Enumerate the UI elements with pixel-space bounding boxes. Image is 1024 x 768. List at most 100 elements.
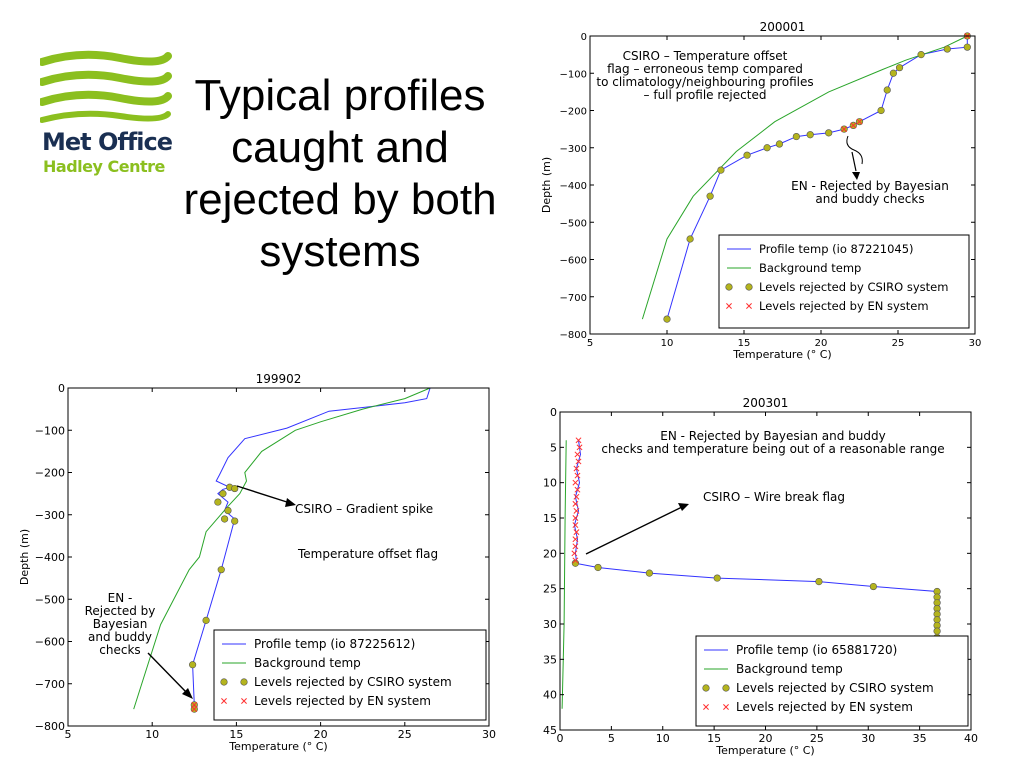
x-tick-label: 15 (229, 728, 243, 741)
y-tick-label: 35 (543, 653, 557, 666)
y-tick-label: 30 (543, 618, 557, 631)
y-tick-label: −400 (560, 181, 587, 192)
csiro-point (943, 45, 951, 53)
csiro-point (645, 569, 653, 577)
y-tick-label: −300 (35, 509, 65, 522)
en-point (572, 479, 579, 486)
legend-entry: Background temp (254, 656, 361, 670)
arrow-head (182, 688, 193, 699)
y-tick-label: 5 (550, 441, 557, 454)
legend-marker-swatch (745, 283, 753, 291)
en-point (575, 458, 582, 465)
slide-title: Typical profiles caught and rejected by … (183, 71, 497, 276)
legend-entry: Profile temp (io 87221045) (759, 242, 914, 256)
x-axis-label: Temperature (° C) (228, 740, 327, 753)
csiro-point (594, 563, 602, 572)
x-tick-label: 10 (661, 338, 674, 349)
x-tick-label: 25 (892, 338, 905, 349)
legend-box (213, 629, 487, 721)
csiro-point (806, 131, 814, 139)
y-tick-label: −500 (35, 593, 65, 606)
y-axis-label: Depth (m) (540, 157, 553, 213)
legend-marker-swatch (220, 678, 228, 686)
x-tick-label: 30 (861, 732, 875, 745)
chart-200001: 200001 5 10 15 20 25 30 0 −100 −200 −300 −400 −500 −6… (540, 20, 981, 361)
csiro-point (189, 661, 197, 669)
y-tick-label: −600 (560, 256, 587, 267)
legend-entry: Profile temp (io 87225612) (254, 637, 415, 651)
csiro-point (895, 64, 904, 72)
annotation: EN - Rejected by Bayesian and buddy check… (791, 179, 949, 206)
en-point (191, 706, 198, 713)
x-tick-label: 30 (482, 728, 496, 741)
legend-entry: Levels rejected by CSIRO system (254, 675, 452, 689)
csiro-point (933, 627, 941, 635)
csiro-point (825, 129, 833, 137)
y-tick-label: −800 (560, 330, 587, 341)
en-point (574, 486, 581, 493)
y-tick-label: 15 (543, 512, 557, 525)
annotation: CSIRO – Gradient spike (295, 502, 433, 516)
legend-x-swatch (241, 698, 247, 704)
x-tick-label: 15 (738, 338, 751, 349)
logo-line2: Hadley Centre (43, 157, 165, 176)
met-office-wave-logo (40, 50, 172, 123)
legend-entry: Levels rejected by EN system (736, 700, 913, 714)
en-point (841, 126, 848, 133)
y-tick-label: −200 (560, 107, 587, 118)
y-tick-label: −700 (560, 293, 587, 304)
legend-marker-swatch (240, 678, 248, 686)
y-tick-label: −400 (35, 551, 65, 564)
y-axis-label: Depth (m) (18, 529, 31, 585)
legend-entry: Background temp (736, 662, 843, 676)
x-tick-label: 0 (557, 732, 564, 745)
x-tick-label: 25 (810, 732, 824, 745)
en-point (572, 557, 579, 564)
csiro-point (775, 140, 784, 148)
en-point (850, 122, 857, 129)
en-point (191, 701, 198, 708)
csiro-point (815, 578, 823, 586)
x-axis-label: Temperature (° C) (715, 744, 814, 757)
csiro-point (663, 315, 671, 323)
en-point (573, 493, 580, 500)
x-tick-label: 20 (314, 728, 328, 741)
annotation: EN - Rejected by Bayesian and buddy check… (601, 429, 944, 456)
legend-box (718, 234, 970, 329)
chart-title: 199902 (256, 372, 302, 386)
en-point (572, 543, 579, 550)
arrow-head (678, 503, 689, 511)
en-point (575, 437, 582, 444)
y-tick-label: 0 (581, 32, 587, 43)
chart-title: 200301 (743, 396, 789, 410)
csiro-point (869, 582, 877, 591)
y-tick-label: −700 (35, 678, 65, 691)
y-tick-label: −100 (560, 69, 587, 80)
y-tick-label: −100 (35, 424, 65, 437)
legend-x-swatch (726, 303, 732, 309)
csiro-point (713, 574, 721, 582)
en-point (572, 515, 579, 521)
x-tick-label: 35 (913, 732, 927, 745)
csiro-point (706, 192, 714, 200)
csiro-point (217, 566, 225, 574)
x-tick-label: 25 (398, 728, 412, 741)
legend-marker-swatch (725, 283, 733, 291)
y-tick-label: −200 (35, 467, 65, 480)
csiro-point (221, 515, 229, 523)
legend-x-swatch (703, 704, 709, 710)
en-point (573, 465, 580, 472)
series-line (573, 440, 938, 644)
logo-line1: Met Office (42, 128, 173, 156)
csiro-point (917, 51, 925, 59)
y-tick-label: 25 (543, 583, 557, 596)
annotation: Temperature offset flag (297, 547, 438, 561)
series-line (641, 35, 968, 320)
legend-entry: Levels rejected by CSIRO system (736, 681, 934, 695)
csiro-point (763, 144, 771, 152)
csiro-point (231, 484, 239, 493)
en-point (571, 550, 578, 557)
csiro-point (883, 86, 891, 94)
csiro-point (214, 498, 222, 506)
y-tick-label: −500 (560, 218, 587, 229)
